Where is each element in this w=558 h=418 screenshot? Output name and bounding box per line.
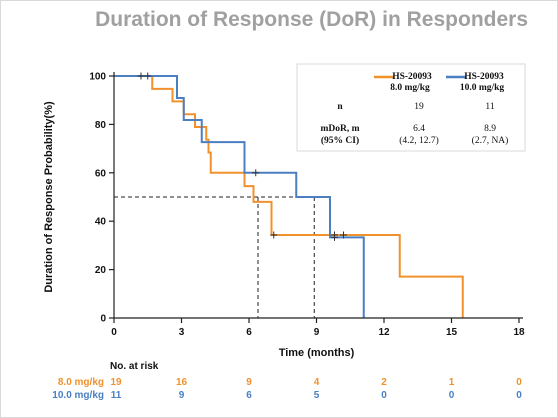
censor-mark-series-0-0 (270, 231, 278, 239)
at-risk-value-0-2: 9 (246, 377, 252, 388)
table-row-label-1: mDoR, m (320, 124, 359, 134)
at-risk-value-1-2: 6 (246, 390, 252, 401)
table-value-b-1: 8.9 (484, 124, 496, 134)
legend-label-1-line2: 10.0 mg/kg (460, 83, 505, 93)
censor-mark-series-0-2 (340, 231, 347, 239)
table-value-a-1: 6.4 (413, 124, 425, 134)
table-row-label-0: n (337, 102, 343, 112)
y-tick-label: 40 (95, 217, 107, 228)
km-curve-series-1 (114, 75, 365, 318)
chart-title: Duration of Response (DoR) in Responders (95, 8, 528, 31)
y-tick-label: 80 (95, 120, 107, 131)
at-risk-value-1-3: 5 (314, 390, 320, 401)
table-value-a-0: 19 (414, 102, 424, 112)
at-risk-title: No. at risk (110, 361, 159, 372)
x-tick-label: 9 (314, 327, 320, 338)
at-risk-value-0-4: 2 (381, 377, 387, 388)
y-tick-label: 100 (89, 72, 106, 83)
x-tick-label: 3 (179, 327, 185, 338)
table-row-sublabel-1: (95% CI) (321, 135, 359, 146)
censor-mark-series-1-3 (331, 233, 338, 241)
at-risk-value-1-6: 0 (516, 390, 522, 401)
at-risk-value-1-5: 0 (449, 390, 455, 401)
censor-mark-series-1-0 (137, 72, 145, 80)
y-tick-label: 20 (95, 265, 107, 276)
table-ci-a-1: (4.2, 12.7) (399, 135, 439, 146)
x-tick-label: 15 (446, 327, 458, 338)
at-risk-value-0-5: 1 (449, 377, 455, 388)
y-tick-label: 0 (100, 314, 106, 325)
x-tick-label: 0 (111, 327, 117, 338)
legend-box (296, 63, 526, 152)
x-tick-label: 6 (246, 327, 252, 338)
censor-mark-series-1-2 (252, 169, 260, 177)
at-risk-value-0-1: 16 (176, 377, 188, 388)
censor-mark-series-1-1 (144, 72, 152, 80)
x-tick-label: 18 (513, 327, 525, 338)
at-risk-value-1-0: 11 (111, 390, 122, 401)
at-risk-value-0-6: 0 (516, 377, 522, 388)
at-risk-value-1-1: 9 (179, 390, 185, 401)
table-value-b-0: 11 (485, 102, 494, 112)
at-risk-label-0: 8.0 mg/kg (58, 377, 104, 388)
at-risk-value-1-4: 0 (381, 390, 387, 401)
legend-label-1-line1: HS-20093 (464, 72, 504, 82)
at-risk-label-1: 10.0 mg/kg (52, 390, 104, 401)
legend-label-0-line2: 8.0 mg/kg (390, 83, 430, 93)
x-axis-label: Time (months) (279, 347, 355, 359)
y-axis-label: Duration of Response Probability(%) (43, 101, 55, 293)
at-risk-value-0-3: 4 (314, 377, 320, 388)
x-tick-label: 12 (378, 327, 390, 338)
table-ci-b-1: (2.7, NA) (472, 135, 509, 146)
at-risk-value-0-0: 19 (110, 377, 122, 388)
legend-label-0-line1: HS-20093 (392, 72, 432, 82)
y-tick-label: 60 (95, 168, 107, 179)
